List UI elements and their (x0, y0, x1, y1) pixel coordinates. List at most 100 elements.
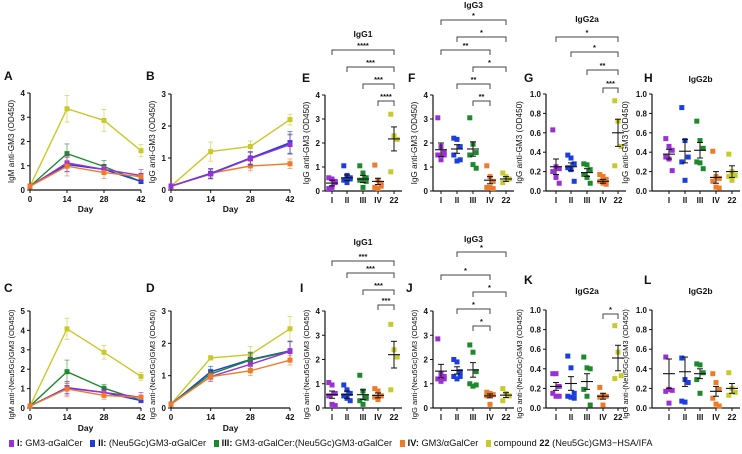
series-IV (27, 380, 144, 409)
data-point (454, 359, 460, 365)
x-tick-label: II (455, 196, 459, 205)
group-II (565, 353, 577, 401)
data-point (685, 154, 691, 160)
group-IV (710, 148, 722, 191)
significance-bracket (440, 19, 507, 25)
series-line (170, 350, 291, 405)
panel-label: K (524, 273, 533, 287)
data-point (553, 393, 559, 399)
y-tick-label: 0 (21, 404, 26, 413)
y-tick-label: 0 (21, 186, 26, 195)
series-I (27, 381, 144, 409)
data-point (716, 386, 722, 392)
series-line (29, 107, 142, 187)
data-point (581, 386, 587, 392)
y-tick-label: 3 (316, 115, 321, 124)
data-point (490, 178, 496, 184)
y-tick-label: 1 (162, 154, 167, 163)
panel-D: D 0 1 2 3 IgG anti-(Neu5Gc)GM3 (OD450) 0 14 28 42… (146, 281, 295, 433)
data-point (247, 368, 253, 374)
data-point (726, 151, 732, 157)
x-tick-label: 14 (63, 195, 72, 204)
data-point (138, 373, 144, 379)
x-tick-label: 42 (137, 413, 146, 422)
legend-key: IV: (407, 438, 419, 448)
data-point (388, 321, 394, 327)
data-point (344, 387, 350, 393)
data-point (287, 326, 293, 332)
significance-bracket (456, 308, 491, 314)
significance-bracket (331, 49, 395, 55)
y-tick-label: 1 (162, 372, 167, 381)
data-point (457, 369, 463, 375)
data-point (612, 323, 618, 329)
data-point (341, 163, 347, 169)
data-point (372, 386, 378, 392)
significance-label: ** (471, 75, 477, 84)
data-point (713, 401, 719, 407)
data-point (713, 380, 719, 386)
data-point (138, 148, 144, 154)
data-point (597, 384, 603, 390)
panel-label: C (4, 281, 13, 295)
data-point (587, 366, 593, 372)
y-axis-label: IgM anti-GM3 (OD450) (7, 100, 16, 184)
x-tick-label: I (331, 413, 333, 422)
significance-bracket (570, 51, 619, 57)
data-point (329, 382, 335, 388)
data-point (344, 180, 350, 186)
x-tick-label: I (440, 196, 442, 205)
data-point (357, 177, 363, 183)
data-point (571, 395, 577, 401)
data-point (571, 390, 577, 396)
y-tick-label: 0.2 (636, 384, 648, 393)
data-point (713, 184, 719, 190)
data-point (375, 397, 381, 403)
x-tick-label: I (668, 196, 670, 205)
data-point (679, 398, 685, 404)
x-tick-label: 42 (137, 195, 146, 204)
data-point (565, 165, 571, 171)
data-point (467, 381, 473, 387)
chart-title: IgG1 (354, 237, 373, 247)
data-point (332, 390, 338, 396)
data-point (27, 403, 33, 409)
significance-bracket (472, 291, 507, 297)
x-tick-label: II (569, 413, 573, 422)
data-point (64, 163, 70, 169)
y-tick-label: 0.0 (530, 187, 542, 196)
data-point (694, 159, 700, 165)
data-point (341, 393, 347, 399)
legend-item-IV: IV: GM3/αGalCer (395, 438, 478, 448)
significance-label: * (488, 283, 491, 292)
significance-label: *** (374, 281, 383, 290)
group-III (357, 163, 369, 190)
data-point (138, 394, 144, 400)
significance-bracket (331, 260, 395, 266)
y-tick-label: 0 (316, 187, 321, 196)
data-point (568, 394, 574, 400)
data-point (454, 136, 460, 142)
data-point (584, 365, 590, 371)
data-point (332, 403, 338, 409)
legend-key: II: (98, 438, 107, 448)
y-tick-label: 0.4 (530, 148, 542, 157)
legend-label: GM3-αGalCer:(Neu5Gc)GM3-αGalCer (234, 438, 393, 448)
y-tick-label: 2 (162, 122, 167, 131)
x-tick-label: 14 (63, 413, 72, 422)
data-point (484, 389, 490, 395)
panel-B: B 0 1 2 3 IgG anti-GM3 (OD450) 0 14 28 42 Day (146, 69, 295, 214)
y-axis-label: IgG anti-(Neu5Gc)GM3 (OD450) (621, 309, 630, 419)
data-point (347, 390, 353, 396)
data-point (571, 178, 577, 184)
x-axis-label: Day (223, 204, 239, 214)
x-tick-label: I (555, 196, 557, 205)
chart-title: IgG2b (688, 74, 712, 84)
significance-bracket (456, 83, 491, 89)
y-tick-label: 0 (424, 187, 429, 196)
data-point (454, 158, 460, 164)
group-II (679, 105, 691, 183)
y-tick-label: 3 (162, 90, 167, 99)
group-I (550, 127, 562, 186)
